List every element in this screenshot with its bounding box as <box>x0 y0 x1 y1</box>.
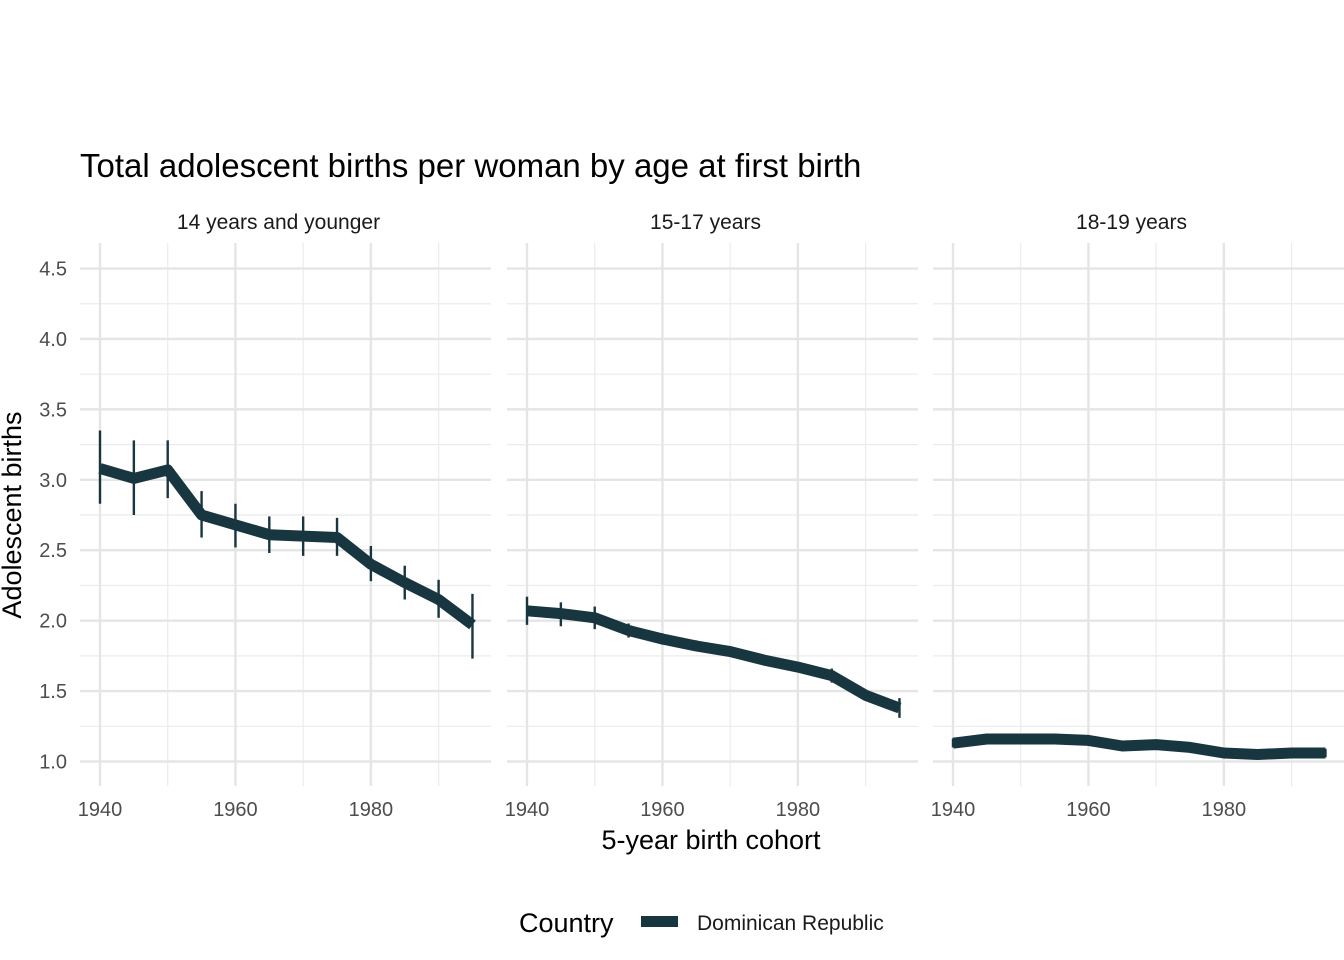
panel-label: 15-17 years <box>650 211 761 234</box>
x-tick-label: 1960 <box>640 799 685 821</box>
panel-label: 14 years and younger <box>177 211 380 234</box>
y-tick-label: 3.5 <box>39 399 67 421</box>
x-tick-label: 1940 <box>505 799 550 821</box>
x-tick-label: 1980 <box>1202 799 1247 821</box>
x-tick-label: 1940 <box>931 799 976 821</box>
legend-key-dominican-republic <box>641 916 678 927</box>
y-tick-label: 2.5 <box>39 540 67 562</box>
legend: Country Dominican Republic <box>519 908 884 938</box>
chart-title: Total adolescent births per woman by age… <box>80 147 861 184</box>
y-axis-ticks: 1.0 1.5 2.0 2.5 3.0 3.5 4.0 4.5 <box>39 259 67 774</box>
series-line-dominican-republic <box>98 463 476 630</box>
series-line-dominican-republic <box>526 605 902 714</box>
x-tick-label: 1940 <box>78 799 123 821</box>
x-tick-label: 1960 <box>213 799 258 821</box>
x-axis-title: 5-year birth cohort <box>601 825 821 855</box>
y-tick-label: 3.0 <box>39 470 67 492</box>
x-tick-label: 1980 <box>349 799 394 821</box>
legend-label-dominican-republic: Dominican Republic <box>697 912 884 935</box>
panel-2: 15-17 years 1940 1960 1980 <box>505 211 918 821</box>
y-tick-label: 2.0 <box>39 611 67 633</box>
x-tick-label: 1960 <box>1066 799 1111 821</box>
y-tick-label: 4.0 <box>39 329 67 351</box>
y-tick-label: 4.5 <box>39 259 67 281</box>
panel-3: 18-19 years 1940 1960 1980 <box>931 211 1344 821</box>
panel-label: 18-19 years <box>1076 211 1187 234</box>
y-axis-title: Adolescent births <box>0 411 27 618</box>
series-line-dominican-republic <box>952 733 1326 760</box>
panel-1: 14 years and younger 1940 1960 1980 <box>78 211 491 821</box>
legend-title: Country <box>519 908 614 938</box>
y-tick-label: 1.0 <box>39 752 67 774</box>
x-tick-label: 1980 <box>776 799 821 821</box>
y-tick-label: 1.5 <box>39 681 67 703</box>
